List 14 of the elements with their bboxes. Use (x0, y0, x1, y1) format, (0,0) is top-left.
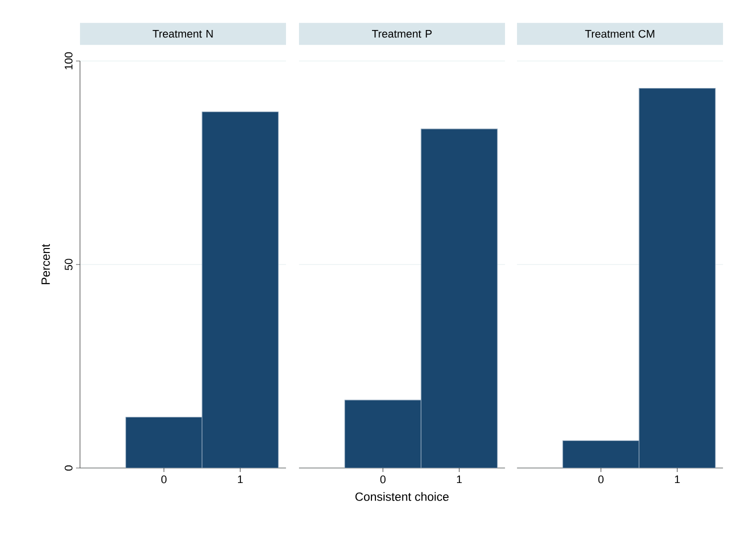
chart-title: Treatment N (152, 30, 213, 38)
y-axis-title: Percent (42, 244, 50, 284)
chart-title: Treatment P (372, 30, 432, 38)
x-tick-label: 0 (380, 476, 386, 484)
x-tick-label: 0 (598, 476, 604, 484)
y-tick-label: 0 (64, 465, 72, 471)
x-tick-label: 1 (457, 476, 462, 484)
y-tick-label: 50 (64, 258, 72, 270)
chart-title: Treatment CM (585, 30, 654, 38)
x-tick-label: 1 (675, 476, 680, 484)
x-tick-label: 1 (238, 476, 243, 484)
x-tick-label: 0 (161, 476, 167, 484)
x-axis-title: Consistent choice (355, 492, 449, 501)
y-tick-label: 100 (64, 52, 72, 70)
